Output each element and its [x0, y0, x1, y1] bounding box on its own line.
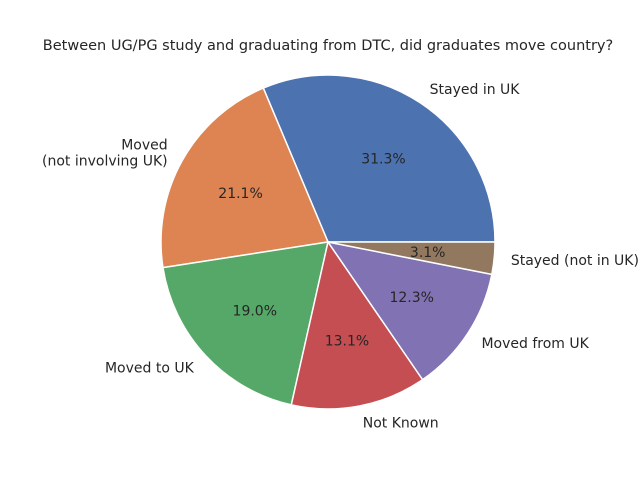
slice-category-label: Moved from UK: [481, 336, 589, 352]
percent-labels: 31.3% 21.1% 19.0% 13.1% 12.3% 3.1%: [218, 152, 445, 350]
slice-percent-label: 12.3%: [389, 290, 433, 306]
pie-slice: [327, 241, 496, 276]
slice-category-label: Moved (not involving UK): [42, 137, 168, 169]
slice-percent-label: 21.1%: [218, 186, 262, 202]
slice-category-label: Stayed in UK: [430, 82, 521, 98]
slice-category-label: Not Known: [363, 415, 439, 431]
slice-percent-label: 13.1%: [325, 333, 369, 349]
pie-slice: [290, 240, 424, 410]
pie-slice: [262, 74, 496, 243]
slice-category-label: Moved to UK: [105, 360, 195, 376]
pie-slice: [326, 240, 493, 381]
pie-slice: [162, 241, 329, 406]
pie-slice: [160, 87, 330, 269]
slice-percent-label: 31.3%: [361, 152, 405, 168]
chart-title: Between UG/PG study and graduating from …: [43, 38, 613, 54]
slice-category-label: Stayed (not in UK): [511, 253, 639, 269]
category-labels: Stayed in UK Moved (not involving UK) Moved…: [42, 82, 639, 431]
slice-percent-label: 19.0%: [233, 303, 277, 319]
pie-slices: [160, 74, 496, 410]
slice-percent-label: 3.1%: [410, 245, 446, 261]
